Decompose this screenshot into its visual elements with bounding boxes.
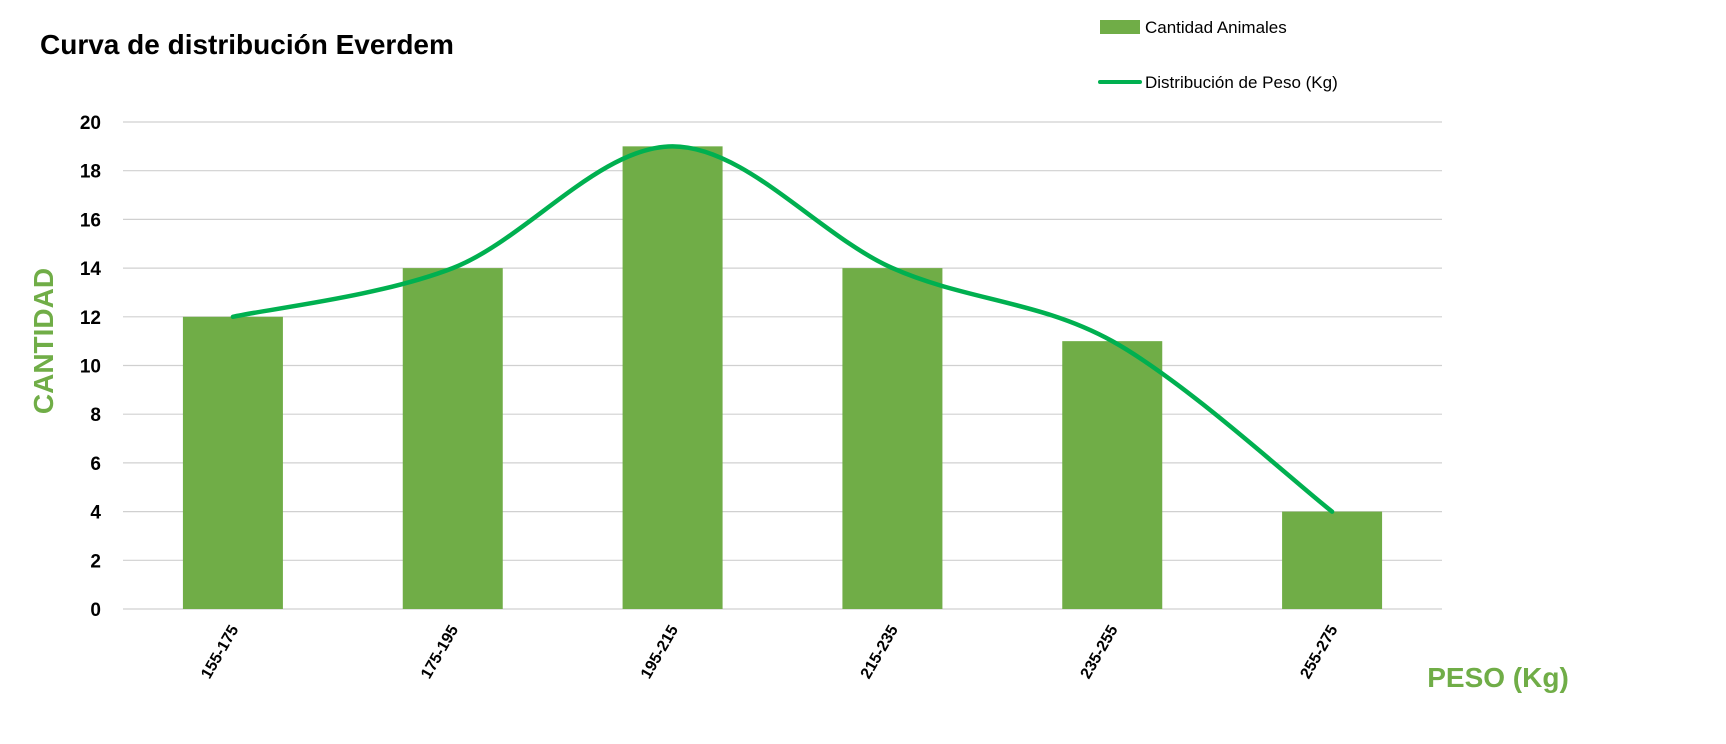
y-tick-label: 0 [90,600,101,621]
legend-swatch-cantidad-animales [1100,20,1140,34]
x-tick-label: 235-255 [1078,622,1122,681]
y-axis-title: CANTIDAD [28,268,59,414]
y-tick-label: 18 [80,162,101,183]
y-tick-label: 6 [90,454,101,475]
y-tick-label: 8 [90,405,101,426]
distribution-line [230,144,1335,514]
bars [182,146,1383,609]
bar-255-275 [1282,511,1383,609]
legend: Cantidad Animales Distribución de Peso (… [1098,18,1338,92]
y-tick-label: 2 [90,551,101,572]
distribution-curve [230,144,1335,514]
y-tick-label: 10 [80,357,101,378]
bar-195-215 [622,146,723,609]
x-tick-label: 215-235 [858,622,902,681]
x-tick-label: 255-275 [1297,622,1341,681]
gridlines [123,121,1442,610]
y-axis-ticks: 0 2 4 6 8 10 12 14 16 18 20 [80,113,102,621]
y-tick-label: 14 [80,259,102,280]
chart-title: Curva de distribución Everdem [40,29,454,60]
x-axis-title: PESO (Kg) [1427,662,1569,693]
bar-215-235 [842,268,943,609]
legend-label-distribucion-peso: Distribución de Peso (Kg) [1145,73,1338,92]
y-tick-label: 4 [90,503,101,524]
bar-235-255 [1062,341,1163,609]
bar-155-175 [182,316,283,609]
bar-175-195 [402,268,503,609]
y-tick-label: 16 [80,210,101,231]
y-tick-label: 12 [80,308,101,329]
x-tick-label: 175-195 [418,622,462,681]
x-tick-label: 155-175 [198,622,242,681]
x-axis-ticks: 155-175 175-195 195-215 215-235 235-255 255-2… [198,622,1341,681]
x-tick-label: 195-215 [638,622,682,681]
legend-label-cantidad-animales: Cantidad Animales [1145,18,1287,37]
y-tick-label: 20 [80,113,101,134]
